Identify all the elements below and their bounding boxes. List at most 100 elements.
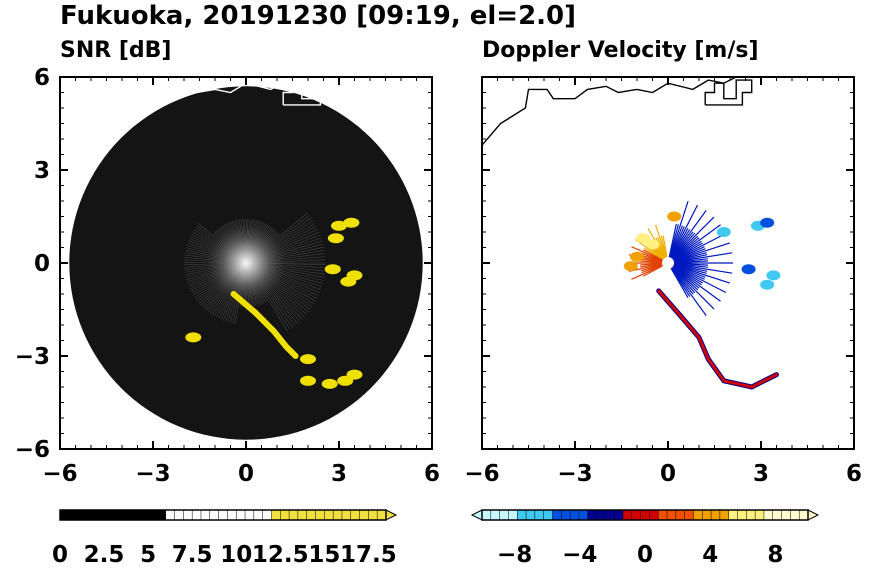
colorbar-bin <box>578 509 589 521</box>
snr-echo <box>324 264 341 275</box>
colorbar-bin <box>324 509 334 521</box>
colorbar-bin <box>209 509 220 521</box>
harbor-outline <box>282 79 331 106</box>
x-tick-label: 6 <box>424 461 440 487</box>
colorbar-bin <box>675 509 686 521</box>
doppler-echo <box>716 227 731 237</box>
colorbar-bin <box>798 509 809 521</box>
doppler-panel: Doppler Velocity [m/s] −6 −3 0 3 6 −8 −4 0 4 8 <box>464 38 862 568</box>
colorbar-tick-label: 17.5 <box>340 542 397 568</box>
colorbar-bin <box>288 509 299 521</box>
colorbar-extend-min <box>470 509 483 521</box>
colorbar-frame <box>59 509 387 521</box>
colorbar-bin <box>710 509 721 521</box>
x-tick-label: −3 <box>135 461 170 487</box>
y-tick-label: 6 <box>34 65 50 91</box>
colorbar-bin <box>719 509 730 521</box>
y-tick-label: 0 <box>34 251 50 277</box>
snr-echo <box>300 354 316 365</box>
colorbar-bin <box>552 509 562 521</box>
colorbar-bin <box>631 509 642 521</box>
colorbar-bin <box>341 509 352 521</box>
colorbar-tick-label: 0 <box>637 542 653 568</box>
doppler-echo <box>630 251 644 262</box>
colorbar-bin <box>112 509 123 521</box>
snr-panel: SNR [dB] −6 −3 0 3 6 6 3 0 −3 −6 0 2.5 5 7.5 10 12.5 15… <box>15 38 440 568</box>
doppler-echo <box>645 239 660 250</box>
snr-echo-band <box>230 291 299 359</box>
coastline <box>482 77 737 146</box>
colorbar-bin <box>613 509 624 521</box>
colorbar-tick-label: 15 <box>308 542 340 568</box>
colorbar-bin <box>315 509 325 521</box>
colorbar-bin <box>569 509 580 521</box>
colorbar-bin <box>702 509 712 521</box>
colorbar-extend-max <box>385 509 398 521</box>
snr-plot-area <box>60 77 423 440</box>
doppler-echo <box>741 264 756 275</box>
colorbar-bin <box>271 509 281 521</box>
colorbar-bin <box>68 509 79 521</box>
colorbar-bin <box>666 509 677 521</box>
harbor-outline <box>704 79 753 106</box>
colorbar-bin <box>728 509 739 521</box>
colorbar-bin <box>737 509 747 521</box>
colorbar-frame <box>481 509 809 521</box>
colorbar-bin <box>587 509 598 521</box>
snr-ticks: −6 −3 0 3 6 6 3 0 −3 −6 <box>15 65 440 487</box>
x-tick-label: 0 <box>238 461 254 487</box>
colorbar-bin <box>561 509 571 521</box>
colorbar-bin <box>147 509 158 521</box>
x-tick-label: −6 <box>464 461 499 487</box>
colorbar-bin <box>693 509 703 521</box>
colorbar-bin <box>359 509 369 521</box>
snr-echo <box>327 233 344 244</box>
x-tick-label: 6 <box>846 461 862 487</box>
doppler-echo <box>766 270 781 281</box>
colorbar-bin <box>306 509 317 521</box>
colorbar-bin <box>534 509 545 521</box>
colorbar-bin <box>490 509 501 521</box>
colorbar-bin <box>543 509 554 521</box>
colorbar-bin <box>481 509 492 521</box>
colorbar-bin <box>746 509 756 521</box>
colorbar-bin <box>781 509 791 521</box>
colorbar-bin <box>297 509 308 521</box>
colorbar-bin <box>763 509 774 521</box>
colorbar-bin <box>235 509 246 521</box>
colorbar-tick-label: 8 <box>767 542 783 568</box>
snr-echo <box>321 378 338 389</box>
colorbar-bin <box>191 509 202 521</box>
colorbar-tick-label: 4 <box>702 542 718 568</box>
x-tick-label: 0 <box>660 461 676 487</box>
snr-echo <box>185 332 202 343</box>
colorbar-bin <box>94 509 105 521</box>
radar-site <box>662 257 674 269</box>
snr-echo <box>340 276 357 287</box>
colorbar-bin <box>262 509 273 521</box>
colorbar-bin <box>525 509 536 521</box>
colorbar-bin <box>227 509 237 521</box>
colorbar-bin <box>174 509 184 521</box>
snr-echo <box>346 369 363 380</box>
doppler-ray-receding <box>667 223 677 264</box>
coastline <box>60 77 315 146</box>
colorbar-bin <box>77 509 87 521</box>
colorbar-bin <box>368 509 378 521</box>
colorbar-bin <box>280 509 290 521</box>
colorbar-bin <box>200 509 211 521</box>
snr-echo <box>343 217 360 228</box>
colorbar-bin <box>649 509 659 521</box>
colorbar-bin <box>376 509 387 521</box>
snr-echo <box>331 220 347 231</box>
colorbar-tick-label: −8 <box>497 542 532 568</box>
doppler-ticks: −6 −3 0 3 6 <box>464 76 862 487</box>
colorbar-bin <box>59 509 70 521</box>
doppler-echo <box>623 261 638 272</box>
x-tick-label: −6 <box>42 461 77 487</box>
colorbar-bin <box>622 509 633 521</box>
colorbar-tick-label: 12.5 <box>252 542 309 568</box>
doppler-echo <box>667 211 682 222</box>
x-tick-label: −3 <box>557 461 592 487</box>
